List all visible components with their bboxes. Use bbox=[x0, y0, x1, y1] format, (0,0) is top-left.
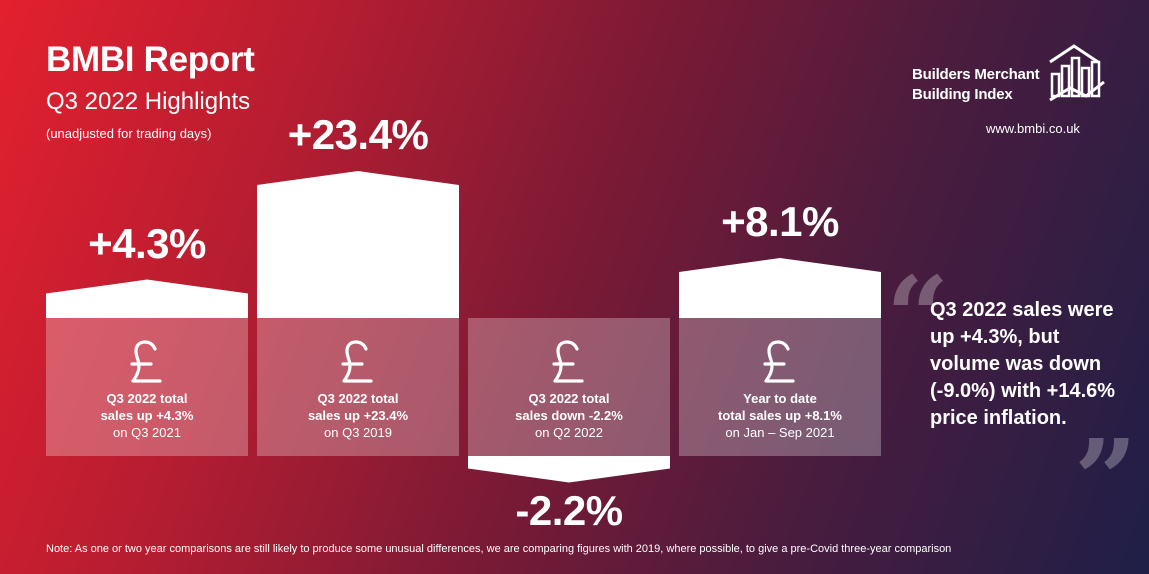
pound-icon bbox=[341, 340, 373, 383]
close-quote-icon: ” bbox=[1074, 415, 1138, 544]
value-label: -2.2% bbox=[515, 486, 623, 534]
panel-line-2: sales up +4.3% bbox=[100, 408, 194, 423]
value-label: +4.3% bbox=[88, 219, 206, 267]
comparison-panel: Q3 2022 total sales up +4.3% on Q3 2021 bbox=[46, 318, 248, 456]
pound-icon bbox=[552, 340, 584, 383]
report-subtitle: Q3 2022 Highlights bbox=[46, 88, 251, 115]
comparison-panel: Q3 2022 total sales up +23.4% on Q3 2019 bbox=[257, 318, 459, 456]
panel-line-2: sales down -2.2% bbox=[515, 408, 623, 423]
panel-line-1: Year to date bbox=[743, 391, 817, 406]
bar-4 bbox=[679, 257, 881, 318]
panel-line-3: on Q2 2022 bbox=[535, 425, 603, 440]
open-quote-icon: “ bbox=[886, 252, 950, 381]
panel-line-3: on Q3 2019 bbox=[324, 425, 392, 440]
footnote: Note: As one or two year comparisons are… bbox=[46, 543, 952, 555]
panel-line-3: on Q3 2021 bbox=[113, 425, 181, 440]
value-label: +8.1% bbox=[721, 197, 839, 245]
pound-icon bbox=[130, 340, 162, 383]
bar-1 bbox=[46, 279, 248, 318]
comparison-panel: Q3 2022 total sales down -2.2% on Q2 2022 bbox=[468, 318, 670, 456]
pound-icon bbox=[763, 340, 795, 383]
house-chart-icon bbox=[1049, 44, 1105, 102]
report-title: BMBI Report bbox=[46, 40, 255, 79]
panel-line-1: Q3 2022 total bbox=[106, 391, 188, 406]
logo-line-2: Building Index bbox=[912, 86, 1013, 103]
bar-3 bbox=[468, 456, 670, 483]
bmbi-logo: Builders Merchant Building Index bbox=[912, 42, 1108, 108]
panel-line-1: Q3 2022 total bbox=[528, 391, 610, 406]
bar-2 bbox=[257, 171, 459, 318]
trading-days-note: (unadjusted for trading days) bbox=[46, 126, 212, 141]
quote-text: Q3 2022 sales were up +4.3%, but volume … bbox=[930, 299, 1116, 429]
panel-line-2: sales up +23.4% bbox=[307, 408, 409, 423]
value-label: +23.4% bbox=[287, 111, 429, 158]
panel-line-1: Q3 2022 total bbox=[317, 391, 399, 406]
comparison-panel: Year to date total sales up +8.1% on Jan –… bbox=[679, 318, 881, 456]
website-link[interactable]: www.bmbi.co.uk bbox=[986, 121, 1080, 136]
panel-line-2: total sales up +8.1% bbox=[718, 408, 842, 423]
logo-line-1: Builders Merchant bbox=[912, 66, 1040, 83]
panel-line-3: on Jan – Sep 2021 bbox=[725, 425, 835, 440]
